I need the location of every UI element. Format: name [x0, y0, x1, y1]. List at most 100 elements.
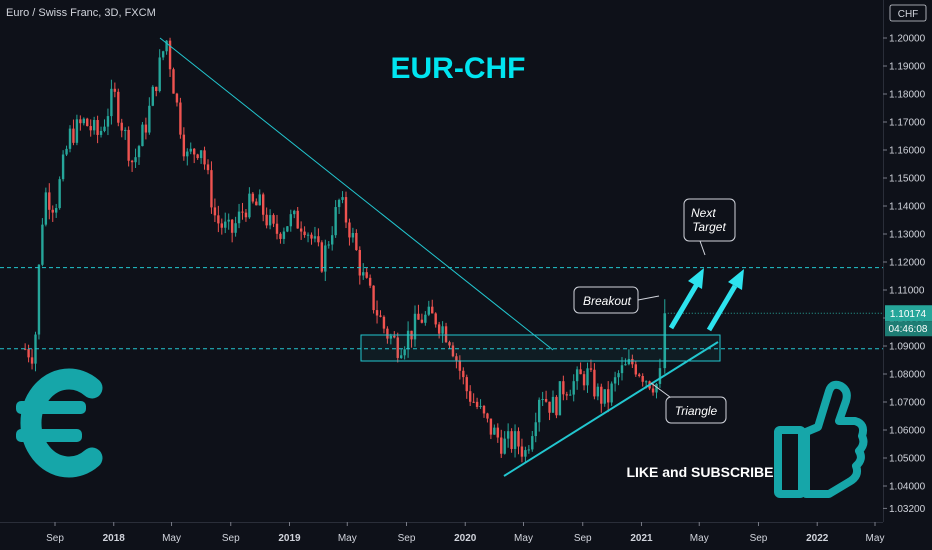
candle-body — [572, 381, 575, 395]
candle-body — [65, 148, 68, 155]
candle-body — [172, 69, 175, 94]
candle-body — [493, 427, 496, 435]
candle-body — [127, 129, 130, 161]
time-tick-label: Sep — [574, 533, 592, 544]
breakout-arrow-1-head — [688, 268, 704, 289]
candle-body — [106, 116, 110, 127]
price-tick-label: 1.08000 — [889, 370, 926, 381]
symbol-title[interactable]: Euro / Swiss Franc, 3D, FXCM — [6, 7, 156, 19]
breakout-arrow-2-shaft — [706, 284, 738, 332]
candle-body — [348, 222, 351, 238]
candle-body — [472, 401, 475, 403]
candle-body — [658, 368, 662, 384]
candle-body — [41, 224, 44, 265]
candle-body — [462, 370, 465, 378]
candle-body — [72, 128, 75, 143]
candle-body — [92, 120, 96, 131]
candle-body — [224, 221, 227, 228]
candle-body — [210, 170, 213, 208]
candle-body — [517, 431, 520, 447]
candle-body — [255, 201, 258, 206]
candle-body — [399, 355, 403, 358]
time-tick-label: Sep — [398, 533, 416, 544]
candle-body — [141, 124, 144, 147]
candle-body — [27, 349, 30, 358]
candle-body — [265, 214, 268, 226]
candle-body — [165, 40, 168, 52]
price-axis[interactable]: 1.20000 1.19000 1.18000 1.17000 1.16000 1.150… — [883, 34, 926, 515]
candle-body — [186, 151, 189, 157]
candle-body — [289, 214, 292, 227]
candle-body — [406, 330, 410, 350]
candle-body — [51, 209, 54, 213]
candle-body — [420, 319, 424, 323]
candle-body — [272, 215, 275, 224]
time-tick-label: 2022 — [806, 533, 829, 544]
time-tick-label: May — [338, 533, 357, 544]
bar-countdown-badge: 04:46:08 — [889, 324, 928, 335]
candle-body — [541, 398, 544, 400]
candle-body — [330, 235, 334, 245]
price-tick-label: 1.05000 — [889, 454, 926, 465]
time-axis[interactable]: Sep 2018 May Sep 2019 May Sep 2020 May Sep 2021 May… — [46, 522, 884, 544]
candle-body — [644, 381, 648, 383]
triangle-label: Triangle — [675, 404, 718, 418]
candle-body — [624, 364, 627, 366]
currency-tag-frame[interactable] — [889, 4, 927, 22]
candle-body — [299, 228, 303, 232]
candle-body — [151, 86, 154, 106]
candle-body — [37, 264, 41, 335]
candle-body — [296, 210, 299, 229]
candle-body — [596, 386, 600, 397]
candle-body — [496, 427, 499, 438]
candle-body — [203, 150, 206, 165]
candle-body — [310, 234, 313, 239]
candle-body — [48, 192, 51, 210]
candle-body — [582, 374, 586, 386]
time-tick-label: May — [866, 533, 885, 544]
candle-body — [458, 360, 462, 371]
candle-body — [258, 194, 261, 206]
next-target-callout[interactable]: Next Target — [683, 198, 736, 256]
candle-body — [192, 148, 196, 155]
candle-body — [524, 450, 527, 457]
candle-body — [234, 223, 237, 233]
candle-body — [251, 193, 255, 202]
candle-body — [103, 126, 106, 131]
candle-body — [655, 383, 658, 393]
candle-body — [403, 349, 406, 356]
time-tick-label: Sep — [750, 533, 768, 544]
candle-body — [213, 207, 217, 216]
candle-body — [427, 306, 430, 315]
candle-body — [527, 449, 531, 451]
candle-body — [110, 88, 113, 117]
breakout-callout[interactable]: Breakout — [573, 286, 660, 314]
candle-body — [448, 342, 451, 346]
candle-body — [455, 356, 458, 361]
time-tick-label: Sep — [222, 533, 240, 544]
price-tick-label: 1.19000 — [889, 62, 926, 73]
time-tick-label: 2019 — [278, 533, 301, 544]
candle-body — [279, 233, 282, 239]
candle-body — [96, 120, 99, 135]
candle-body — [248, 193, 251, 218]
candle-body — [123, 129, 127, 131]
candle-body — [99, 130, 103, 135]
price-tick-label: 1.16000 — [889, 146, 926, 157]
candle-body — [89, 126, 92, 131]
candle-body — [86, 118, 89, 127]
candle-body — [334, 207, 337, 236]
candle-body — [444, 326, 448, 343]
candle-body — [503, 438, 506, 454]
currency-tag[interactable]: CHF — [898, 9, 919, 20]
cta-text: LIKE and SUBSCRIBE — [626, 464, 773, 480]
candle-body — [244, 212, 248, 218]
candle-body — [30, 357, 34, 364]
candle-body — [306, 234, 310, 236]
breakout-box — [360, 334, 721, 362]
candle-body — [355, 232, 358, 251]
triangle-callout[interactable]: Triangle — [650, 382, 727, 424]
candle-body — [651, 388, 655, 393]
candle-body — [579, 369, 582, 375]
